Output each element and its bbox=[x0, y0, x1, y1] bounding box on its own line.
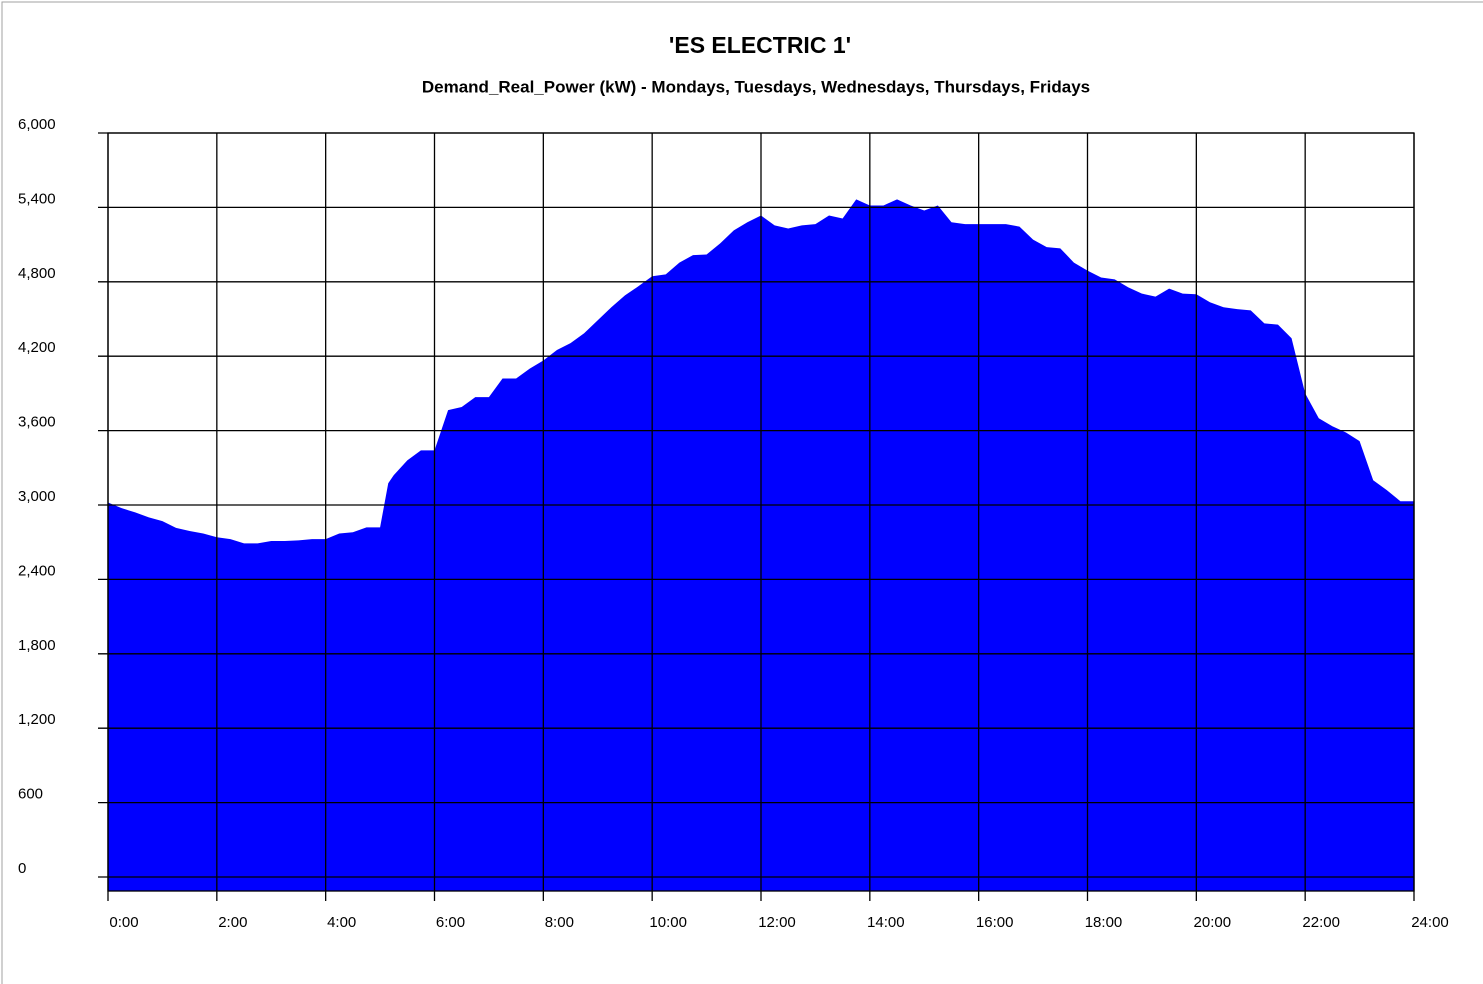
x-tick-label: 0:00 bbox=[109, 914, 138, 931]
x-tick-label: 8:00 bbox=[545, 914, 574, 931]
y-tick-label: 3,600 bbox=[18, 414, 56, 431]
x-tick-label: 6:00 bbox=[436, 914, 465, 931]
plot-border bbox=[107, 132, 1415, 892]
x-tick-label: 10:00 bbox=[649, 914, 687, 931]
x-tick-label: 18:00 bbox=[1085, 914, 1123, 931]
y-tick-label: 2,400 bbox=[18, 562, 56, 579]
y-tick-label: 5,400 bbox=[18, 190, 56, 207]
x-tick-label: 4:00 bbox=[327, 914, 356, 931]
y-tick-label: 600 bbox=[18, 786, 43, 803]
y-tick-label: 1,800 bbox=[18, 637, 56, 654]
y-tick-label: 4,200 bbox=[18, 339, 56, 356]
y-tick-label: 4,800 bbox=[18, 265, 56, 282]
y-tick-label: 1,200 bbox=[18, 711, 56, 728]
chart-title: 'ES ELECTRIC 1' bbox=[669, 32, 851, 58]
y-tick-label: 0 bbox=[18, 860, 26, 877]
x-tick-label: 12:00 bbox=[758, 914, 796, 931]
x-tick-label: 20:00 bbox=[1194, 914, 1232, 931]
y-tick-label: 6,000 bbox=[18, 116, 56, 133]
x-tick-label: 14:00 bbox=[867, 914, 905, 931]
x-tick-label: 2:00 bbox=[218, 914, 247, 931]
x-tick-label: 24:00 bbox=[1411, 914, 1449, 931]
y-tick-label: 3,000 bbox=[18, 488, 56, 505]
x-tick-label: 22:00 bbox=[1302, 914, 1340, 931]
chart-subtitle: Demand_Real_Power (kW) - Mondays, Tuesda… bbox=[422, 77, 1090, 96]
x-tick-label: 16:00 bbox=[976, 914, 1014, 931]
